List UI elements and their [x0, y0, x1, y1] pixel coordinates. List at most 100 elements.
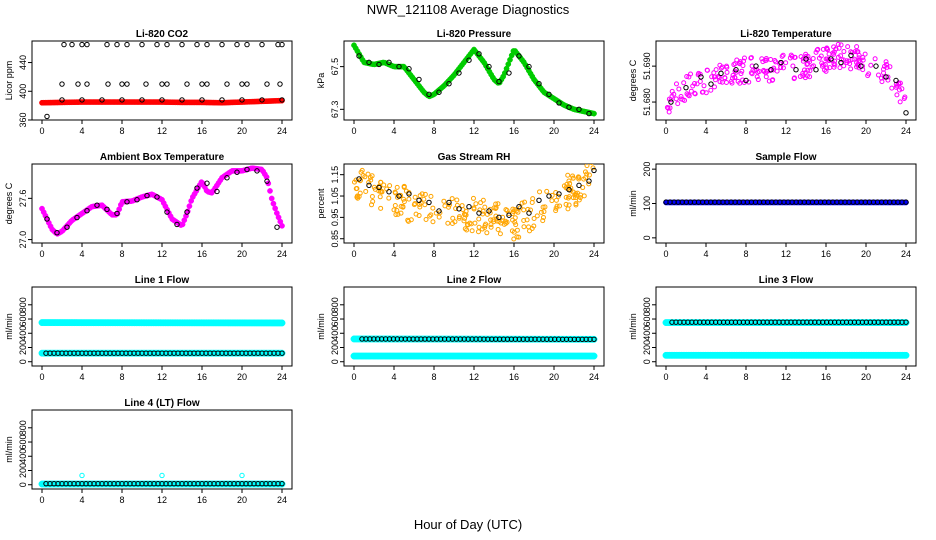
x-tick-label: 24	[277, 372, 287, 382]
data-point	[526, 210, 532, 216]
data-point	[194, 41, 200, 48]
data-point	[441, 198, 447, 204]
data-point	[179, 97, 185, 103]
data-point	[401, 199, 407, 205]
data-point	[515, 209, 521, 215]
data-point	[184, 81, 190, 87]
data-point	[557, 203, 563, 209]
data-point	[855, 49, 861, 55]
data-point	[804, 61, 810, 67]
data-point	[144, 192, 150, 199]
data-point	[719, 79, 725, 85]
panel-sample-flow: Sample Flow 0 4 8 12 16 20 24 0 100 200 ml/min	[628, 152, 917, 259]
data-point	[819, 60, 825, 66]
data-point	[570, 175, 576, 181]
data-point	[104, 41, 110, 48]
data-point	[376, 61, 382, 68]
data-point	[416, 197, 422, 203]
data-point	[881, 63, 887, 69]
x-tick-label: 0	[663, 249, 668, 259]
data-point	[199, 97, 205, 103]
data-point	[466, 57, 472, 63]
panel-line-4-flow: Line 4 (LT) Flow 0 4 8 12 16 20 24 0 200400600800…	[4, 398, 293, 505]
x-tick-label: 20	[861, 249, 871, 259]
data-point	[681, 80, 687, 86]
data-point	[430, 219, 436, 225]
data-point	[805, 67, 811, 73]
x-tick-label: 12	[157, 495, 167, 505]
x-tick-label: 12	[781, 126, 791, 136]
data-point	[729, 80, 735, 86]
data-point	[274, 224, 280, 230]
y-tick-label: 440	[18, 55, 28, 70]
data-point	[838, 59, 844, 66]
data-point	[416, 76, 422, 83]
series-1	[44, 41, 285, 120]
data-point	[476, 216, 482, 222]
x-tick-label: 20	[549, 249, 559, 259]
y-tick-label: 600	[330, 312, 340, 327]
data-point	[862, 51, 868, 57]
data-point	[124, 41, 130, 48]
data-point	[358, 169, 364, 175]
data-point	[239, 472, 245, 479]
panel-li820-co2: Li-820 CO2 0 4 8 12 16 20 24 360 400 440 Licor ppm	[4, 29, 293, 136]
data-point	[488, 224, 494, 230]
data-point	[105, 81, 111, 87]
data-point	[224, 175, 230, 181]
x-tick-label: 16	[197, 495, 207, 505]
x-tick-label: 20	[861, 126, 871, 136]
series-2	[43, 350, 285, 356]
data-point	[847, 61, 853, 67]
data-point	[894, 92, 900, 98]
data-point	[69, 41, 75, 48]
panel-gas-stream-rh: Gas Stream RH 0 4 8 12 16 20 24 0.85 0.95 1.05 1.15…	[316, 152, 605, 259]
data-point	[883, 59, 889, 65]
data-point	[279, 350, 285, 356]
data-point	[244, 166, 250, 173]
data-point	[446, 204, 452, 210]
data-point	[496, 214, 502, 221]
plot-data-area	[663, 199, 909, 206]
data-point	[591, 110, 597, 117]
data-point	[570, 173, 576, 179]
data-point	[504, 208, 510, 214]
data-point	[493, 205, 499, 211]
data-point	[219, 41, 225, 48]
x-tick-label: 24	[277, 495, 287, 505]
x-tick-label: 20	[237, 372, 247, 382]
y-axis-label: ml/min	[628, 190, 638, 217]
data-point	[889, 85, 895, 91]
x-tick-label: 24	[277, 126, 287, 136]
panel-title: Sample Flow	[755, 152, 816, 163]
y-tick-label: 0	[18, 482, 28, 487]
data-point	[822, 67, 828, 73]
figure-title: NWR_121108 Average Diagnostics	[366, 2, 570, 17]
data-point	[219, 97, 225, 103]
panel-li820-temperature: Li-820 Temperature 0 4 8 12 16 20 24 51.680 51.69…	[628, 29, 917, 136]
data-point	[496, 78, 502, 85]
data-point	[450, 215, 456, 221]
y-tick-label: 67.5	[330, 58, 340, 76]
data-point	[471, 206, 477, 212]
data-point	[386, 59, 392, 66]
data-point	[476, 229, 482, 235]
data-point	[495, 226, 501, 232]
data-point	[730, 75, 736, 81]
data-point	[575, 174, 581, 180]
data-point	[580, 185, 586, 191]
data-point	[549, 192, 555, 198]
data-point	[733, 67, 739, 73]
x-tick-label: 24	[589, 126, 599, 136]
data-point	[828, 56, 834, 62]
data-point	[401, 196, 407, 202]
data-point	[59, 97, 65, 103]
data-point	[879, 75, 885, 81]
data-point	[712, 77, 718, 83]
data-point	[883, 74, 889, 80]
data-point	[835, 54, 841, 60]
x-tick-label: 4	[391, 249, 396, 259]
data-point	[791, 76, 797, 82]
panel-title: Line 2 Flow	[447, 275, 502, 286]
data-point	[369, 194, 375, 200]
